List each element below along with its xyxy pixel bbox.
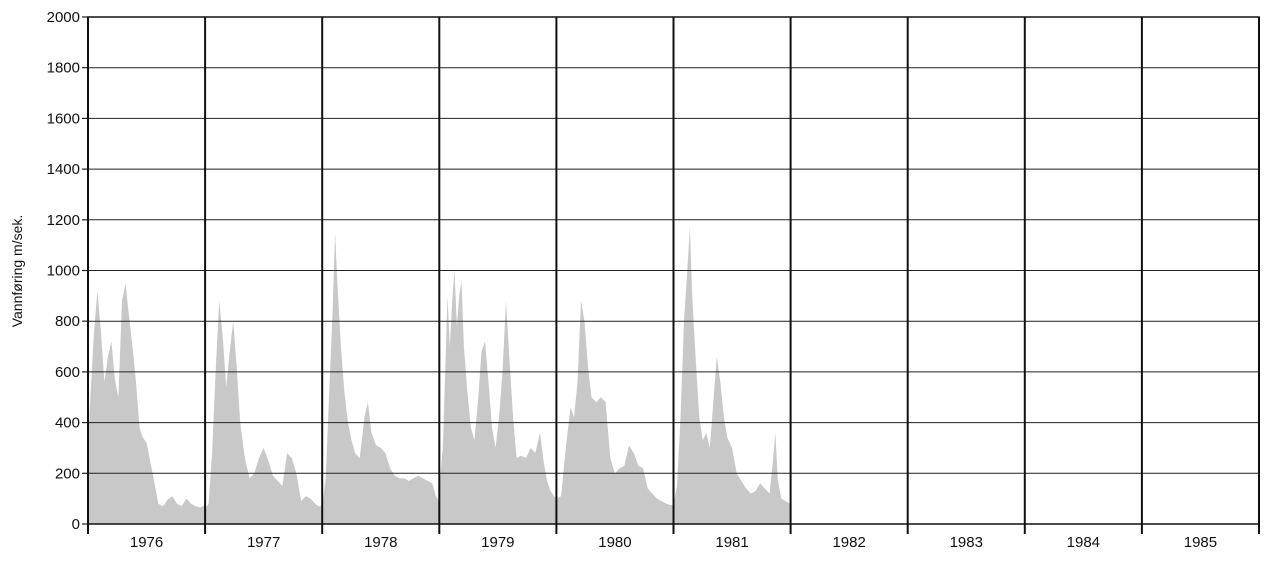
plot-frame: [87, 16, 1260, 525]
flow-area-1981: [673, 227, 791, 524]
x-tick-label-1985: 1985: [1184, 534, 1217, 551]
y-axis-label: Vannføring m/sek.: [9, 215, 25, 328]
x-tick-label-1977: 1977: [247, 534, 280, 551]
flow-area-1976: [88, 283, 206, 524]
y-tick-label: 600: [55, 364, 80, 381]
y-tick-label: 2000: [47, 9, 80, 26]
x-tick-label-1984: 1984: [1067, 534, 1100, 551]
y-tick-label: 200: [55, 465, 80, 482]
flow-area-1978: [322, 232, 440, 524]
y-tick-label: 400: [55, 415, 80, 432]
y-tick-label: 1600: [47, 110, 80, 127]
y-tick-label: 1000: [47, 263, 80, 280]
x-tick-label-1981: 1981: [715, 534, 748, 551]
x-tick-label-1979: 1979: [481, 534, 514, 551]
x-tick-label-1982: 1982: [832, 534, 865, 551]
axis-layer: 0 200 400 600 800 1000 1200 1400 1600 1800 2000 197…: [47, 9, 1260, 551]
flow-area-1980: [556, 300, 674, 524]
x-tick-label-1978: 1978: [364, 534, 397, 551]
y-tick-label: 0: [72, 516, 80, 533]
flow-area-1977: [205, 300, 323, 524]
y-tick-label: 1400: [47, 161, 80, 178]
y-tick-label: 1800: [47, 60, 80, 77]
flow-area-1979: [439, 270, 557, 524]
y-tick-label: 1200: [47, 212, 80, 229]
y-tick-label: 800: [55, 313, 80, 330]
area-layer: [88, 227, 791, 524]
x-tick-label-1983: 1983: [950, 534, 983, 551]
x-tick-label-1976: 1976: [130, 534, 163, 551]
x-tick-label-1980: 1980: [598, 534, 631, 551]
